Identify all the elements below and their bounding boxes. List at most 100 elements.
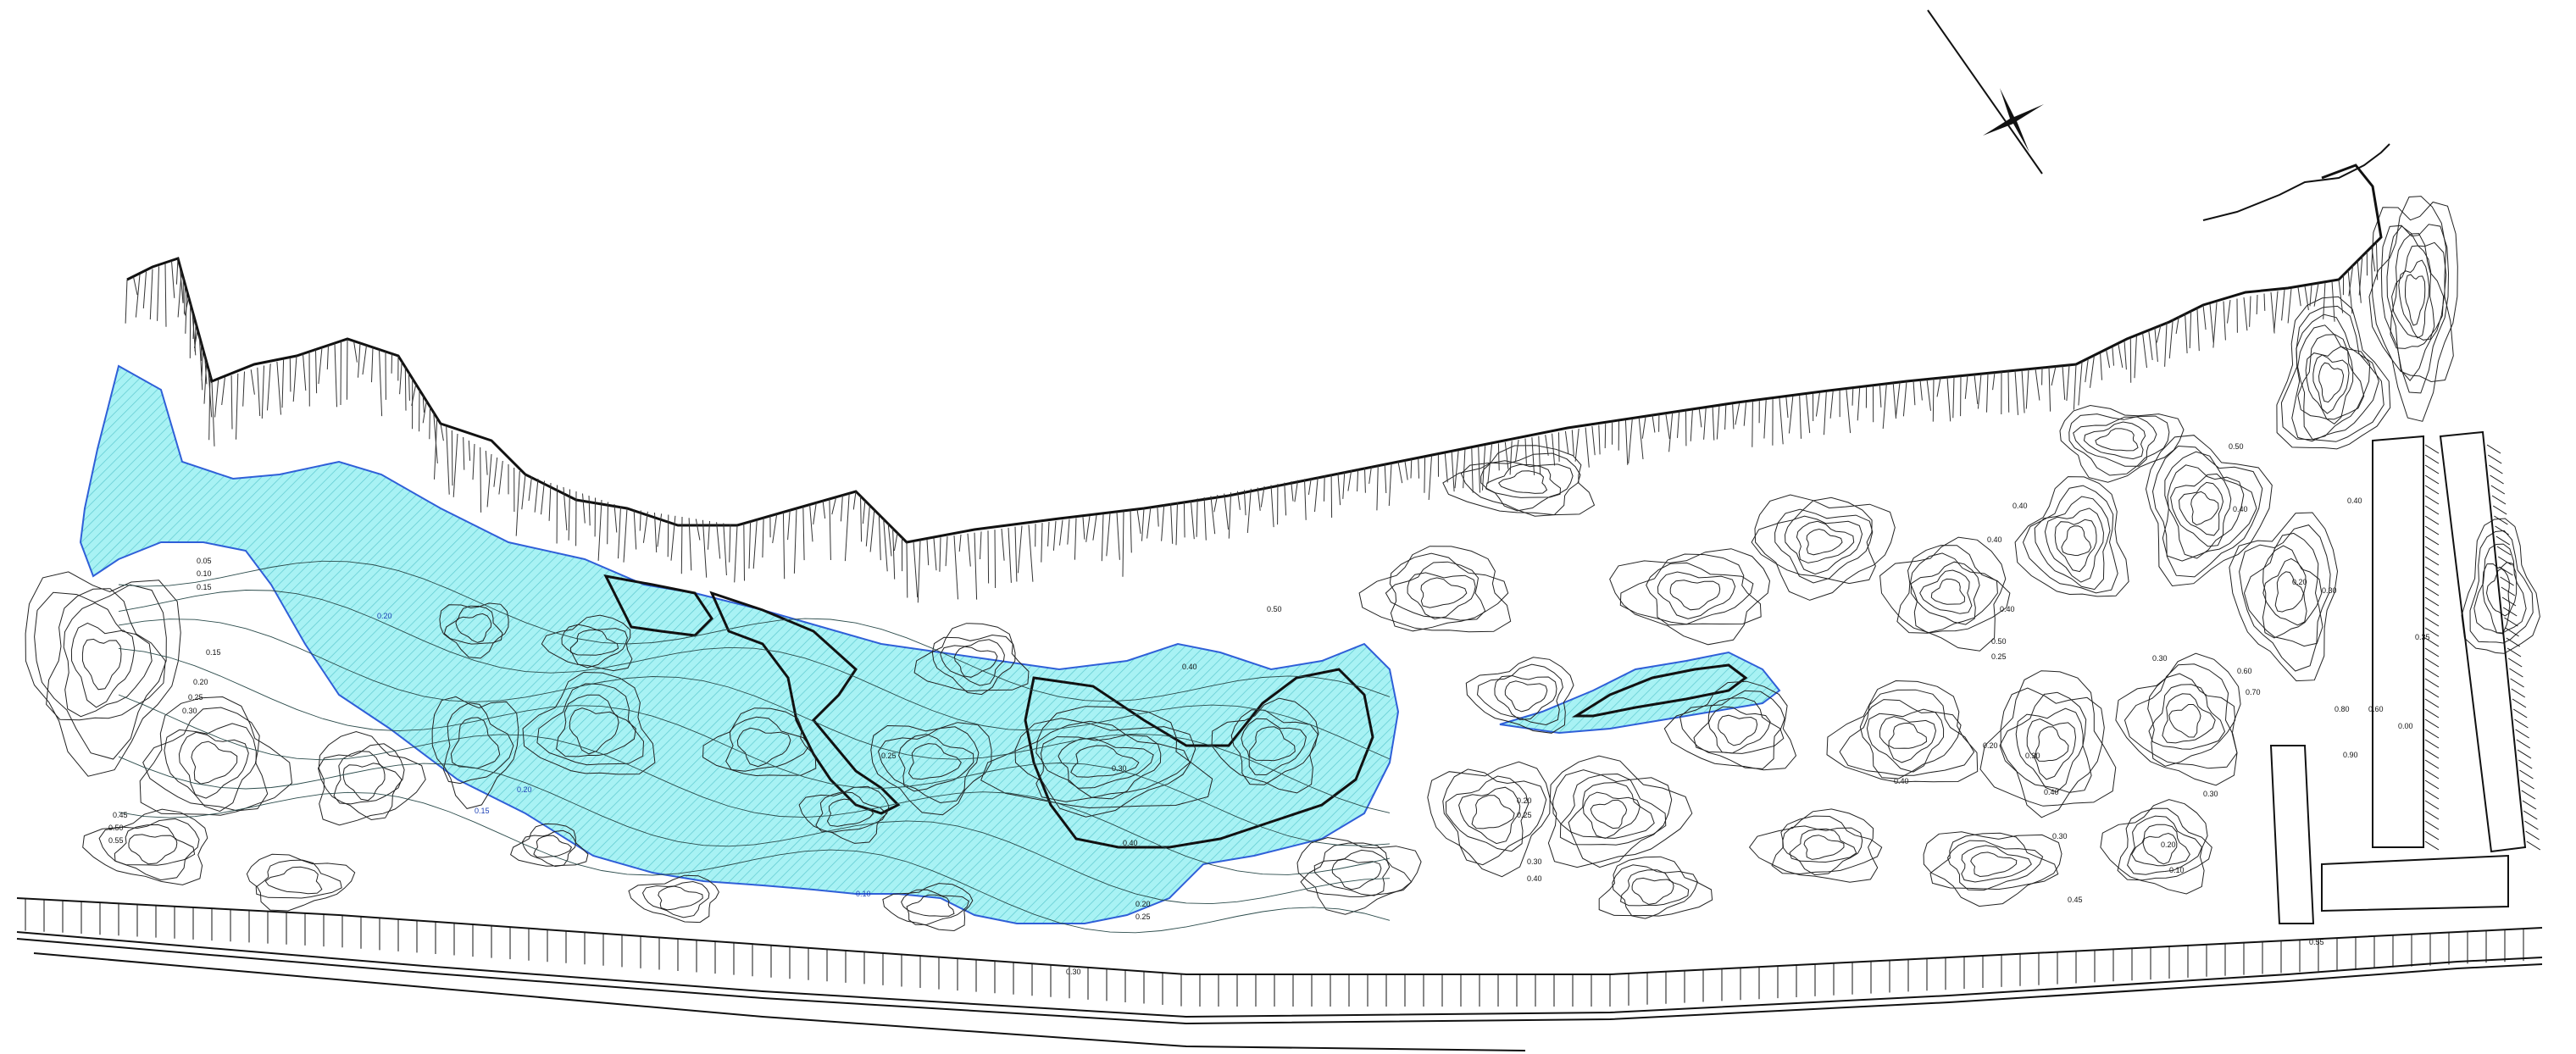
contour-label: 0.55 <box>2309 938 2324 946</box>
pier-hatch-line <box>2525 830 2540 840</box>
contour-line <box>439 602 509 659</box>
cliff-stroke <box>185 291 187 334</box>
contour-line <box>333 751 402 805</box>
cliff-stroke <box>1571 430 1574 456</box>
cliff-stroke <box>157 266 159 321</box>
cliff-stroke <box>1913 380 1916 406</box>
contour-line <box>431 696 519 809</box>
cliff-stroke <box>1041 523 1043 563</box>
cliff-stroke <box>1428 455 1432 501</box>
contour-line <box>1504 680 1548 713</box>
cliff-stroke <box>1337 472 1341 506</box>
cliff-stroke <box>379 349 383 417</box>
contour-line <box>1296 836 1422 915</box>
cliff-stroke <box>1330 474 1333 519</box>
cliff-stroke <box>1624 419 1629 465</box>
cliff-stroke <box>371 347 374 383</box>
cliff-stroke <box>1735 403 1740 425</box>
cliff-stroke <box>292 355 297 402</box>
contour-label: 0.15 <box>475 807 490 815</box>
cliff-stroke <box>183 284 186 314</box>
cliff-stroke <box>440 423 444 441</box>
lagoon-deep-pool-3 <box>1024 668 1374 849</box>
contour-label: 0.00 <box>2398 722 2413 730</box>
contour-line <box>1582 791 1641 840</box>
cliff-stroke <box>2185 313 2188 354</box>
cliff-stroke <box>980 531 982 560</box>
cliff-stroke <box>1404 460 1408 480</box>
cliff-stroke <box>1342 471 1346 499</box>
contour-line <box>1707 706 1771 754</box>
contour-line <box>1609 548 1771 646</box>
cliff-stroke <box>1545 435 1549 456</box>
contour-label: 0.35 <box>2415 633 2430 641</box>
contour-line <box>980 706 1213 809</box>
cliff-stroke <box>1509 441 1513 475</box>
contour-label: 0.30 <box>1527 857 1542 866</box>
pier-hatch-line <box>2424 800 2440 810</box>
cliff-stroke <box>2134 336 2137 379</box>
contour-line <box>63 602 153 718</box>
contour-line <box>2026 718 2077 780</box>
cliff-stroke <box>2156 325 2162 343</box>
contour-line <box>255 859 342 899</box>
contour-label: 0.30 <box>1112 764 1127 773</box>
contour-label: 0.30 <box>182 707 197 715</box>
contour-line <box>81 638 122 691</box>
contour-line <box>913 623 1030 692</box>
cliff-stroke <box>893 533 898 552</box>
coastal-road <box>16 897 2543 1051</box>
cliff-stroke <box>1196 498 1198 537</box>
cliff-stroke <box>2309 284 2312 307</box>
contour-line <box>533 835 573 858</box>
pier-hatch-line <box>2487 454 2502 464</box>
contour-line <box>1923 831 2062 907</box>
cliff-stroke <box>1732 404 1735 430</box>
contour-line <box>1859 699 1962 779</box>
contour-line <box>246 853 356 912</box>
cliff-stroke <box>667 514 669 558</box>
cliff-stroke <box>1067 519 1070 545</box>
contour-line <box>2117 807 2212 881</box>
pier-hatch-line <box>2424 708 2440 718</box>
cliff-stroke <box>1779 397 1784 445</box>
lagoon-main <box>79 364 1400 924</box>
cliff-stroke <box>1668 412 1674 452</box>
cliff-stroke <box>408 372 410 401</box>
cliff-stroke <box>906 541 908 598</box>
contour-line <box>1771 815 1883 874</box>
contour-line <box>2297 325 2371 441</box>
pier-hatch-line <box>2486 444 2501 454</box>
cliff-stroke <box>221 377 225 406</box>
cliff-stroke <box>772 513 778 544</box>
cliff-stroke <box>2270 291 2275 334</box>
contour-line <box>2095 428 2139 452</box>
cliff-stroke <box>974 532 978 600</box>
cliff-stroke <box>214 379 219 418</box>
cliff-stroke <box>597 499 602 561</box>
cliff-stroke <box>639 510 641 531</box>
contour-line <box>118 560 1391 702</box>
contour-label: 0.25 <box>881 752 897 760</box>
contour-line <box>1590 799 1628 829</box>
cliff-stroke <box>1364 468 1366 493</box>
cliff-stroke <box>1059 519 1063 546</box>
cliff-stroke <box>1384 463 1387 494</box>
cliff-stroke <box>1752 402 1753 447</box>
cliff-stroke <box>2090 355 2095 388</box>
cliff-stroke <box>939 537 941 572</box>
cliff-stroke <box>1785 397 1789 419</box>
contour-labels: 0.05 0.10 0.15 0.15 0.20 0.25 0.30 0.45 … <box>108 442 2430 976</box>
contour-line <box>1552 769 1673 868</box>
contour-line <box>2262 558 2307 626</box>
pier-hatch-line <box>2524 820 2539 830</box>
lagoon-small-right <box>1499 651 1781 735</box>
north-arrow-icon <box>1927 9 2044 175</box>
cliff-stroke <box>994 530 997 589</box>
cliff-stroke <box>1564 430 1569 454</box>
cliff-stroke <box>2007 370 2010 413</box>
cliff-stroke <box>1591 425 1596 456</box>
pier-hatch-line <box>2424 556 2440 566</box>
cliff-stroke <box>452 433 458 497</box>
contour-line <box>2461 518 2540 654</box>
